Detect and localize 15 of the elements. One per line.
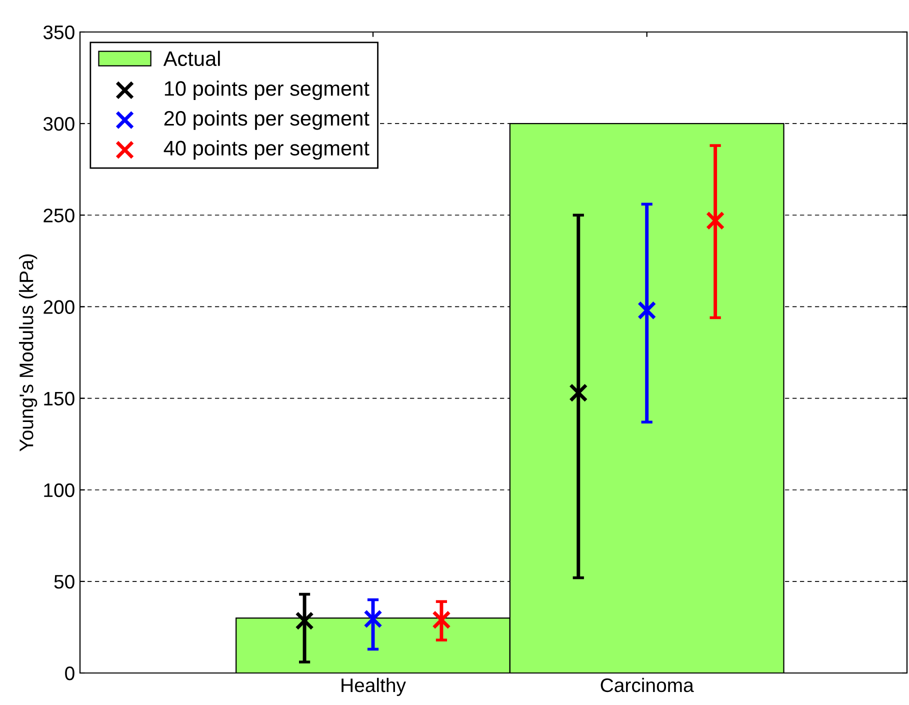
y-tick-label: 150 [44, 392, 74, 406]
y-tick-label: 300 [43, 117, 74, 131]
y-tick-label: 350 [43, 25, 74, 40]
y-tick-label: 0 [65, 666, 74, 680]
legend-label: 10 points per segment [164, 80, 370, 100]
y-axis-title: Young's Modulus (kPa) [19, 254, 38, 452]
x-tick-label: Carcinoma [600, 678, 694, 692]
y-tick-label: 100 [44, 483, 74, 498]
y-tick-label: 200 [44, 300, 74, 314]
legend-label: 20 points per segment [164, 110, 370, 130]
y-tick-label: 250 [44, 208, 74, 222]
legend-label: Actual [163, 50, 220, 66]
legend-label: 40 points per segment [164, 140, 370, 160]
y-tick-label: 50 [54, 574, 74, 589]
x-tick-label: Healthy [342, 678, 406, 696]
